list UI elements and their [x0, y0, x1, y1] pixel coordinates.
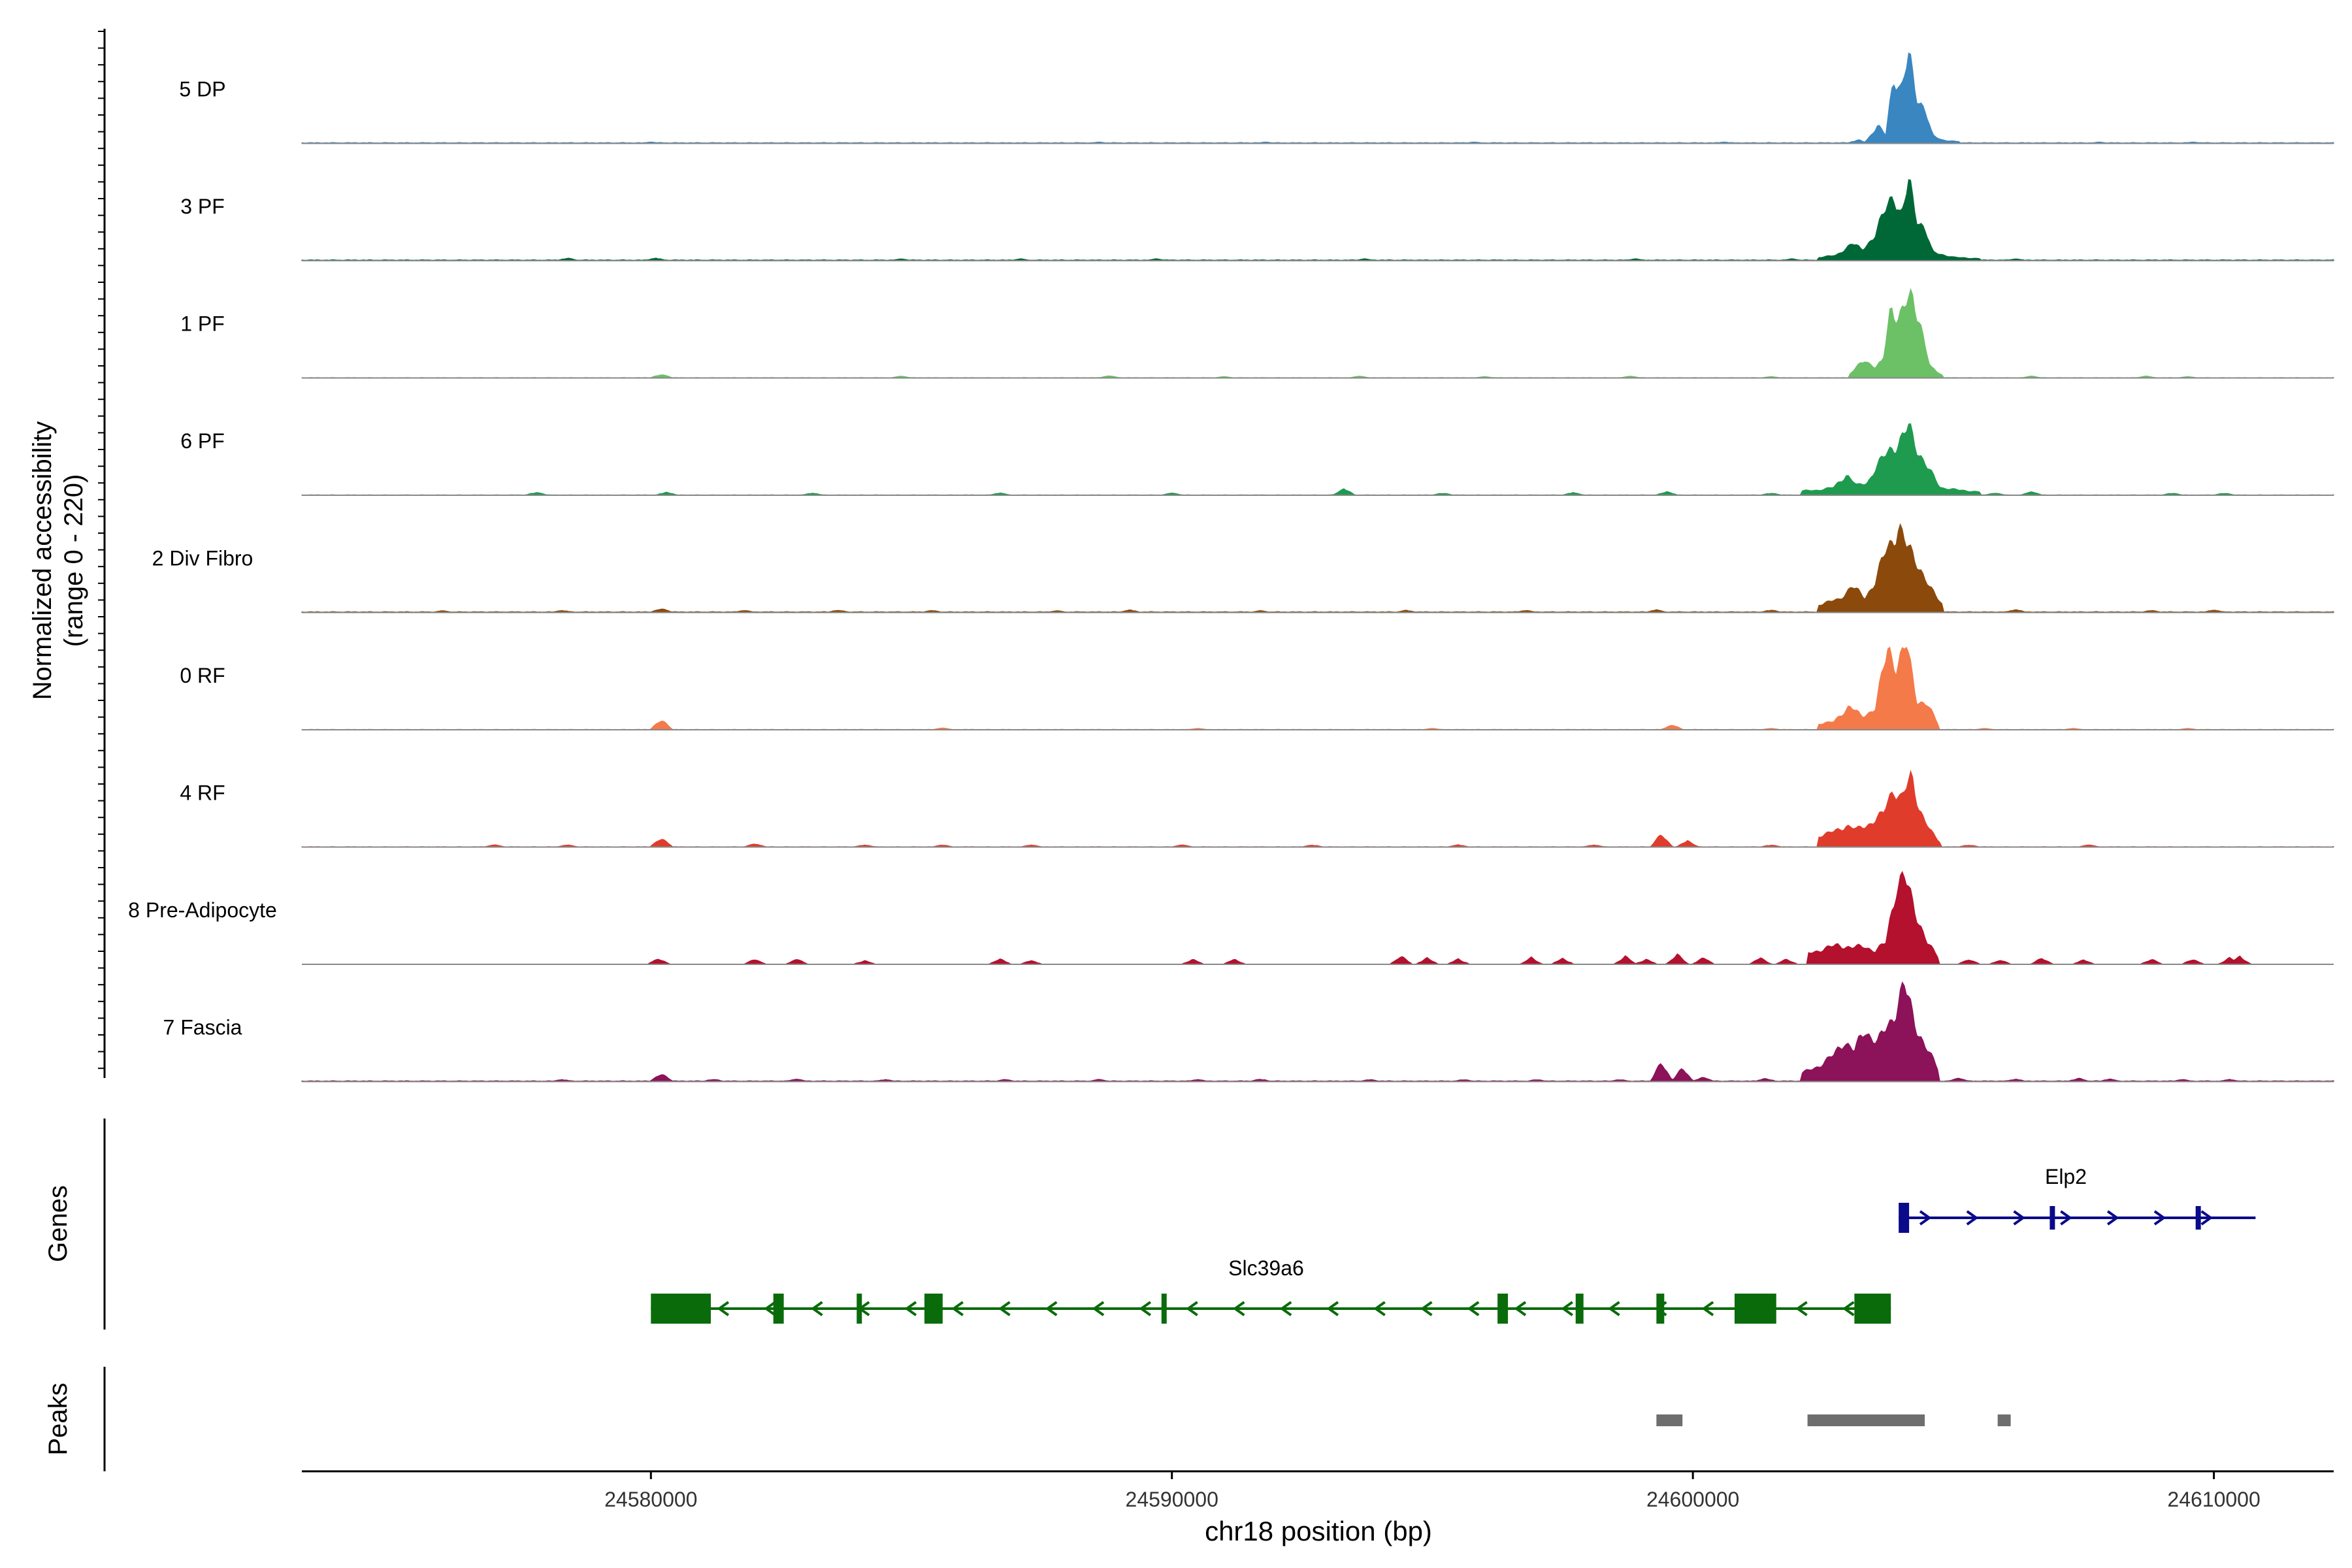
strand-chevron: [1186, 1301, 1198, 1316]
coverage-area: [301, 981, 2334, 1082]
exon: [857, 1294, 862, 1324]
peak-region: [1656, 1414, 1683, 1426]
track-label: 2 Div Fibro: [152, 547, 253, 570]
strand-chevron: [1919, 1210, 1932, 1226]
x-axis-label: chr18 position (bp): [1205, 1516, 1432, 1546]
exon: [1899, 1203, 1910, 1233]
gene-label: Slc39a6: [1228, 1256, 1304, 1280]
strand-chevron: [2060, 1210, 2072, 1226]
x-tick-label: 24590000: [1126, 1488, 1218, 1511]
strand-chevron: [998, 1301, 1011, 1316]
exon: [2050, 1206, 2055, 1230]
y-axis-label-line1: Normalized accessibility: [28, 421, 57, 700]
exon: [773, 1294, 784, 1324]
gene-label: Elp2: [2045, 1165, 2087, 1188]
strand-chevron: [2106, 1210, 2119, 1226]
strand-chevron: [904, 1301, 917, 1316]
coverage-area: [301, 179, 2334, 261]
track-label: 7 Fascia: [163, 1016, 242, 1039]
exon: [924, 1294, 943, 1324]
peak-region: [1807, 1414, 1925, 1426]
track-label: 0 RF: [180, 664, 225, 687]
exon: [1734, 1294, 1776, 1324]
strand-chevron: [1232, 1301, 1245, 1316]
track-label: 8 Pre-Adipocyte: [128, 898, 277, 922]
strand-chevron: [1795, 1301, 1808, 1316]
track-label: 3 PF: [180, 195, 225, 218]
peaks-label: Peaks: [44, 1382, 73, 1455]
gene-annotations: Elp2 Slc39a6: [651, 1165, 2256, 1324]
coverage-area: [301, 770, 2334, 847]
strand-chevron: [1701, 1301, 1714, 1316]
x-tick-label: 24610000: [2167, 1488, 2260, 1511]
strand-chevron: [1373, 1301, 1386, 1316]
track-label: 6 PF: [180, 429, 225, 453]
coverage-area: [301, 423, 2334, 496]
coverage-area: [301, 287, 2334, 378]
strand-chevron: [1966, 1210, 1979, 1226]
strand-chevron: [1092, 1301, 1105, 1316]
exon: [2195, 1206, 2201, 1230]
genes-label: Genes: [44, 1185, 73, 1262]
x-tick-label: 24600000: [1646, 1488, 1739, 1511]
strand-chevron: [951, 1301, 964, 1316]
coverage-area: [301, 646, 2334, 730]
y-axis-label-line2: (range 0 - 220): [59, 474, 88, 647]
track-label: 4 RF: [180, 781, 225, 805]
exon: [1161, 1294, 1167, 1324]
track-label: 5 DP: [179, 78, 225, 101]
x-axis-ticks: 24580000 24590000 24600000 24610000: [604, 1471, 2261, 1511]
strand-chevron: [1608, 1301, 1620, 1316]
strand-chevron: [1467, 1301, 1480, 1316]
x-tick-label: 24580000: [604, 1488, 697, 1511]
exon: [1656, 1294, 1665, 1324]
strand-chevron: [1420, 1301, 1433, 1316]
peak-region: [1997, 1414, 2011, 1426]
strand-chevron: [1514, 1301, 1527, 1316]
coverage-tracks: 5 DP 3 PF 1 PF 6 PF 2 Div Fibro 0 RF 4 RF 8 Pre…: [128, 52, 2334, 1083]
exon: [1575, 1294, 1584, 1324]
strand-chevron: [717, 1301, 730, 1316]
exon: [1854, 1294, 1891, 1324]
strand-chevron: [2200, 1210, 2213, 1226]
strand-chevron: [1326, 1301, 1339, 1316]
strand-chevron: [2013, 1210, 2025, 1226]
accessibility-axis-ticks: [98, 31, 105, 1070]
coverage-area: [302, 871, 2334, 965]
exon: [651, 1294, 711, 1324]
strand-chevron: [1842, 1301, 1855, 1316]
strand-chevron: [1279, 1301, 1292, 1316]
strand-chevron: [811, 1301, 823, 1316]
coverage-area: [301, 52, 2334, 144]
strand-chevron: [764, 1301, 776, 1316]
strand-chevron: [1139, 1301, 1152, 1316]
track-label: 1 PF: [180, 312, 225, 336]
peak-regions: [1656, 1414, 2011, 1426]
strand-chevron: [2153, 1210, 2166, 1226]
strand-chevron: [1045, 1301, 1058, 1316]
exon: [1497, 1294, 1509, 1324]
strand-chevron: [1561, 1301, 1573, 1316]
coverage-area: [301, 523, 2334, 613]
